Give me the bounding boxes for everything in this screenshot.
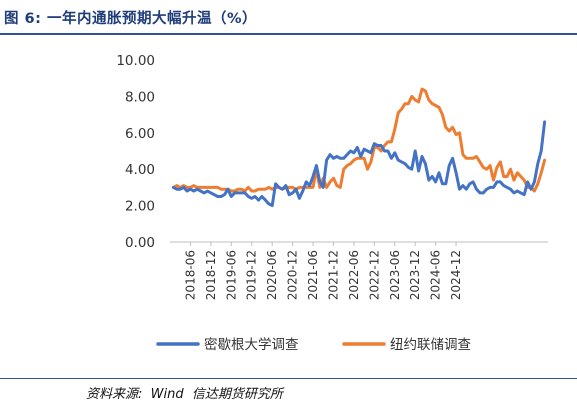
y-tick-label: 8.00 [125,89,155,105]
x-tick-label: 2022-06 [347,250,361,300]
x-tick-label: 2022-12 [367,250,381,300]
x-tick-label: 2018-12 [204,250,218,300]
source-note: 资料来源: Wind 信达期货研究所 [86,387,283,402]
legend-label-2: 纽约联储调查 [390,337,471,353]
x-tick-label: 2019-12 [245,250,259,300]
x-tick-label: 2020-12 [286,250,300,300]
x-tick-label: 2021-06 [306,250,320,300]
x-tick-label: 2023-06 [388,250,402,300]
y-tick-label: 4.00 [125,162,155,178]
x-tick-label: 2019-06 [224,250,238,300]
x-tick-label: 2024-12 [449,250,463,300]
footer-rule [0,378,577,379]
y-tick-label: 0.00 [125,235,155,251]
header-rule [0,33,577,35]
y-tick-label: 10.00 [116,53,155,69]
legend-label-1: 密歇根大学调查 [204,336,299,353]
x-tick-label: 2021-12 [326,250,340,300]
x-tick-label: 2018-06 [183,250,197,300]
figure-header: 图 6: 一年内通胀预期大幅升温（%） [0,0,577,35]
x-tick-label: 2020-06 [265,250,279,300]
y-tick-label: 2.00 [125,199,155,215]
series-line-2 [171,87,547,193]
series-line-1 [171,120,547,208]
y-tick-label: 6.00 [125,126,155,142]
x-tick-label: 2024-06 [429,250,443,300]
x-tick-label: 2023-12 [408,250,422,300]
figure-title: 图 6: 一年内通胀预期大幅升温（%） [4,11,258,27]
